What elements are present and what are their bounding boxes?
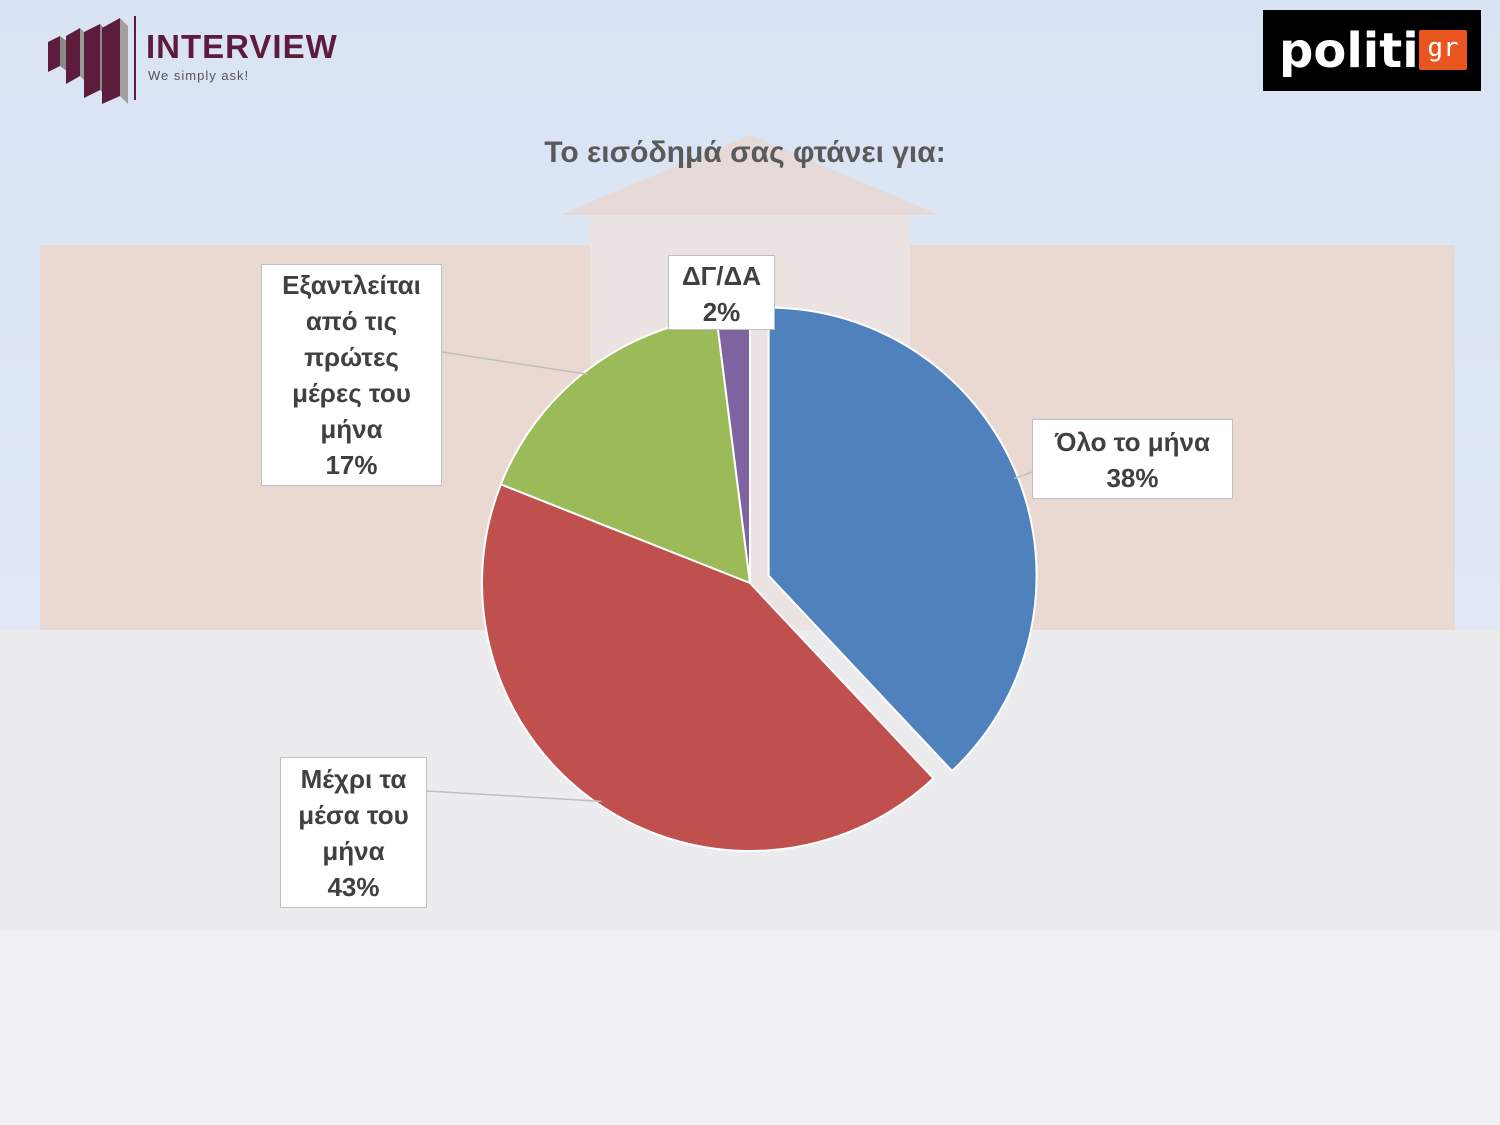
data-label-value: 2% — [702, 297, 741, 327]
leader-line — [426, 790, 602, 803]
data-label-category: Εξαντλείται από τις πρώτες μέρες του μήν… — [282, 270, 421, 444]
data-label-category: Όλο το μήνα — [1055, 427, 1210, 457]
interview-tagline: We simply ask! — [148, 68, 250, 83]
data-label-value: 43% — [327, 872, 380, 902]
interview-bars-icon — [48, 16, 136, 104]
data-label-value: 17% — [325, 450, 378, 480]
pie-slice — [481, 483, 935, 852]
data-label-exantleitai: Εξαντλείται από τις πρώτες μέρες του μήν… — [261, 264, 442, 486]
interview-brand-name: INTERVIEW — [146, 28, 338, 65]
politic-logo-suffix: gr — [1419, 30, 1467, 70]
interview-logo: INTERVIEW We simply ask! — [44, 16, 384, 106]
leader-line — [441, 351, 589, 376]
chart-title: Το εισόδημά σας φτάνει για: — [544, 136, 946, 169]
politic-gr-logo: politic gr — [1263, 10, 1481, 91]
data-label-category: Μέχρι τα μέσα του μήνα — [298, 764, 409, 866]
data-label-olo-to-mina: Όλο το μήνα 38% — [1032, 419, 1233, 499]
data-label-mexri-ta-mesa: Μέχρι τα μέσα του μήνα 43% — [280, 757, 427, 908]
leader-line — [1013, 471, 1033, 480]
data-label-value: 38% — [1106, 463, 1159, 493]
data-label-dg-da: ΔΓ/ΔΑ 2% — [668, 255, 775, 330]
data-label-category: ΔΓ/ΔΑ — [681, 261, 761, 291]
